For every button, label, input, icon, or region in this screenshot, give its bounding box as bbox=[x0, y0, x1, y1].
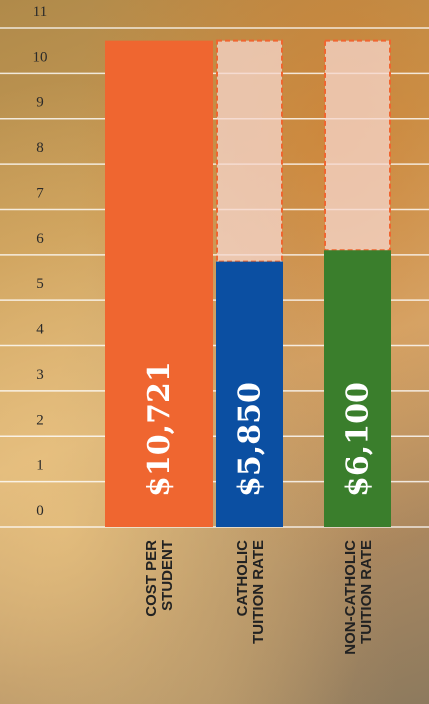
y-tick-label: 0 bbox=[36, 503, 44, 519]
reference-outline bbox=[217, 41, 282, 262]
reference-outline bbox=[325, 41, 390, 251]
y-tick-label: 4 bbox=[36, 322, 44, 338]
y-tick-label: 1 bbox=[36, 458, 44, 474]
x-tick-label: COST PER STUDENT bbox=[144, 540, 176, 660]
y-tick-label: 6 bbox=[36, 231, 44, 247]
value-label: $6,100 bbox=[341, 382, 376, 497]
y-tick-label: 5 bbox=[36, 276, 44, 292]
y-tick-label: 9 bbox=[36, 95, 44, 111]
chart: {"chart_data": {"type": "bar", "categori… bbox=[0, 0, 429, 704]
y-tick-label: 8 bbox=[36, 140, 44, 156]
value-label: $5,850 bbox=[233, 382, 268, 497]
y-tick-label: 2 bbox=[36, 412, 44, 428]
y-tick-label: 11 bbox=[33, 4, 47, 20]
x-tick-label: NON-CATHOLIC TUITION RATE bbox=[343, 540, 375, 660]
y-tick-label: 7 bbox=[36, 185, 44, 201]
value-label: $10,721 bbox=[142, 361, 177, 497]
y-tick-label: 3 bbox=[36, 367, 44, 383]
x-tick-label: CATHOLIC TUITION RATE bbox=[235, 540, 267, 660]
y-tick-label: 10 bbox=[33, 49, 48, 65]
